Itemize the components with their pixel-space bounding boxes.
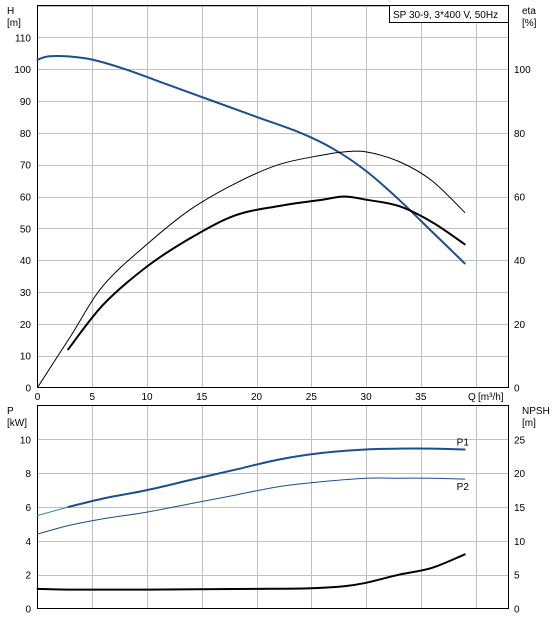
top-y-tick-label: 70 — [20, 161, 32, 172]
bottom-y2-axis-label-name: NPSH — [522, 406, 550, 417]
chart-title: SP 30-9, 3*400 V, 50Hz — [393, 10, 498, 21]
bottom-y2-tick-label: 10 — [514, 537, 526, 548]
bottom-y-axis-label-unit: [kW] — [7, 418, 27, 429]
top-panel-frame — [37, 5, 509, 388]
bottom-series-line-3 — [36, 553, 466, 591]
bottom-y-tick-label: 10 — [20, 435, 32, 446]
top-y2-tick-label: 20 — [514, 320, 526, 331]
x-tick-label: 20 — [251, 392, 263, 403]
top-y-tick-label: 60 — [20, 193, 32, 204]
top-series — [36, 55, 466, 388]
top-y2-tick-label: 100 — [514, 65, 531, 76]
bottom-panel-frame — [37, 405, 509, 609]
top-y-tick-label: 0 — [25, 384, 31, 395]
top-y-axis-label-unit: [m] — [7, 18, 21, 29]
bottom-y-tick-label: 4 — [25, 537, 31, 548]
top-tick-labels: 0 10 20 30 40 50 60 70 80 90 100 110 0 20 40 60 80 100 0 5 1… — [14, 33, 531, 403]
top-y2-tick-label: 40 — [514, 256, 526, 267]
x-tick-label: 0 — [35, 392, 41, 403]
top-y-tick-label: 100 — [14, 65, 31, 76]
bottom-series-line-2 — [37, 506, 69, 516]
bottom-y-tick-label: 2 — [25, 571, 31, 582]
top-y-tick-label: 50 — [20, 224, 32, 235]
x-tick-label: 5 — [89, 392, 95, 403]
bottom-y-tick-label: 6 — [25, 503, 31, 514]
bottom-y-tick-label: 0 — [25, 605, 31, 616]
bottom-y-tick-label: 8 — [25, 469, 31, 480]
x-axis-label-unit: [m³/h] — [478, 392, 504, 403]
top-series-line-0 — [36, 55, 466, 265]
bottom-y2-tick-label: 20 — [514, 469, 526, 480]
top-y2-axis-label-name: eta — [522, 6, 536, 17]
x-tick-label: 10 — [141, 392, 153, 403]
top-series-line-2 — [67, 195, 466, 351]
x-axis-label-name: Q — [468, 392, 476, 403]
top-y2-tick-label: 0 — [514, 384, 520, 395]
chart-title-box — [389, 5, 509, 23]
top-y2-axis-label-unit: [%] — [522, 18, 537, 29]
x-tick-label: 15 — [196, 392, 208, 403]
top-y2-tick-label: 80 — [514, 129, 526, 140]
bottom-series-line-0 — [67, 447, 466, 508]
bottom-y2-tick-label: 0 — [514, 605, 520, 616]
bottom-y2-tick-label: 5 — [514, 571, 520, 582]
top-y-tick-label: 110 — [15, 33, 31, 44]
top-y-tick-label: 40 — [20, 256, 32, 267]
top-y-tick-label: 10 — [20, 352, 32, 363]
top-y2-tick-label: 60 — [514, 193, 526, 204]
top-y-tick-label: 30 — [20, 288, 32, 299]
top-series-line-1 — [37, 150, 466, 388]
bottom-y2-axis-label-unit: [m] — [522, 418, 536, 429]
series-label-p1: P1 — [457, 437, 470, 448]
series-label-p2: P2 — [457, 482, 470, 493]
top-y-tick-label: 80 — [20, 129, 32, 140]
top-y-tick-label: 90 — [20, 97, 32, 108]
bottom-tick-labels: 0 2 4 6 8 10 0 5 10 15 20 25 — [20, 435, 526, 615]
bottom-panel-grid — [37, 405, 509, 609]
bottom-series-line-1 — [37, 477, 466, 535]
x-tick-label: 25 — [306, 392, 318, 403]
top-y-tick-label: 20 — [20, 320, 32, 331]
bottom-y2-tick-label: 25 — [514, 435, 526, 446]
bottom-y2-tick-label: 15 — [514, 503, 526, 514]
x-tick-label: 30 — [361, 392, 373, 403]
x-tick-label: 35 — [415, 392, 427, 403]
bottom-y-axis-label-name: P — [7, 406, 14, 417]
top-y-axis-label-name: H — [7, 6, 14, 17]
bottom-series: P1 P2 — [36, 437, 470, 591]
